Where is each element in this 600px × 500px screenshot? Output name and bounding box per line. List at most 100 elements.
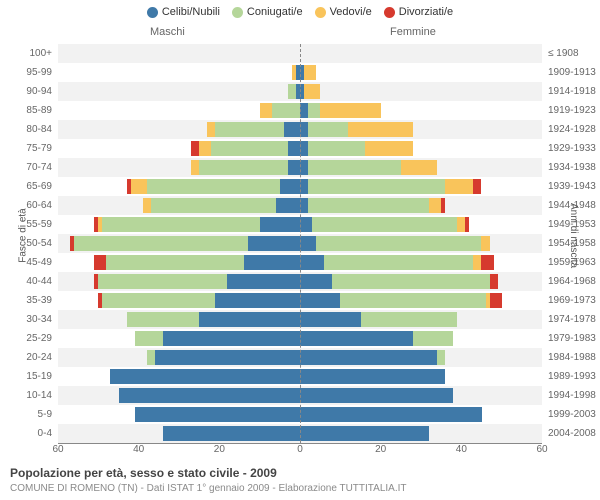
birth-year-label: 1974-1978	[548, 310, 596, 329]
birth-year-label: 1994-1998	[548, 386, 596, 405]
segment-vedovi	[320, 103, 381, 118]
female-bar	[300, 103, 381, 118]
birth-year-label: 2004-2008	[548, 424, 596, 443]
segment-divorz	[473, 179, 481, 194]
segment-celibi	[215, 293, 300, 308]
female-bar	[300, 122, 413, 137]
segment-coniugati	[106, 255, 243, 270]
age-group-label: 20-24	[0, 348, 52, 367]
birth-year-label: 1954-1958	[548, 234, 596, 253]
male-bar	[135, 407, 300, 422]
segment-divorz	[94, 255, 106, 270]
segment-celibi	[300, 122, 308, 137]
birth-year-label: 1934-1938	[548, 158, 596, 177]
segment-divorz	[481, 255, 493, 270]
birth-year-label: 1969-1973	[548, 291, 596, 310]
segment-coniugati	[199, 160, 288, 175]
legend-item: Vedovi/e	[315, 6, 372, 18]
male-bar	[94, 217, 300, 232]
segment-celibi	[300, 103, 308, 118]
segment-coniugati	[135, 331, 163, 346]
segment-celibi	[288, 160, 300, 175]
age-group-label: 10-14	[0, 386, 52, 405]
segment-celibi	[300, 160, 308, 175]
male-bar	[191, 141, 300, 156]
caption: Popolazione per età, sesso e stato civil…	[10, 466, 277, 480]
male-bar	[110, 369, 300, 384]
birth-year-label: 1909-1913	[548, 63, 596, 82]
segment-coniugati	[74, 236, 247, 251]
male-bar	[260, 103, 300, 118]
legend-dot	[147, 7, 158, 18]
segment-celibi	[300, 331, 413, 346]
segment-coniugati	[308, 141, 364, 156]
female-header: Femmine	[390, 26, 436, 38]
segment-celibi	[199, 312, 300, 327]
segment-coniugati	[147, 179, 280, 194]
segment-celibi	[300, 312, 361, 327]
age-group-label: 0-4	[0, 424, 52, 443]
segment-celibi	[300, 274, 332, 289]
x-tick: 40	[456, 444, 467, 455]
segment-coniugati	[147, 350, 155, 365]
segment-celibi	[300, 217, 312, 232]
segment-celibi	[300, 141, 308, 156]
segment-coniugati	[102, 217, 259, 232]
segment-celibi	[300, 388, 453, 403]
segment-celibi	[119, 388, 301, 403]
segment-coniugati	[437, 350, 445, 365]
segment-celibi	[276, 198, 300, 213]
age-group-label: 25-29	[0, 329, 52, 348]
segment-vedovi	[365, 141, 413, 156]
age-group-label: 35-39	[0, 291, 52, 310]
female-bar	[300, 255, 494, 270]
age-group-label: 55-59	[0, 215, 52, 234]
segment-coniugati	[272, 103, 300, 118]
birth-year-label: ≤ 1908	[548, 44, 579, 63]
x-axis: 6040200204060	[58, 444, 542, 460]
female-bar	[300, 274, 498, 289]
female-bar	[300, 198, 445, 213]
segment-coniugati	[211, 141, 288, 156]
female-bar	[300, 293, 502, 308]
age-group-label: 45-49	[0, 253, 52, 272]
age-group-label: 65-69	[0, 177, 52, 196]
segment-celibi	[300, 179, 308, 194]
legend-dot	[232, 7, 243, 18]
segment-vedovi	[143, 198, 151, 213]
segment-coniugati	[98, 274, 227, 289]
age-group-label: 95-99	[0, 63, 52, 82]
segment-celibi	[163, 426, 300, 441]
age-group-label: 75-79	[0, 139, 52, 158]
male-bar	[288, 84, 300, 99]
birth-year-label: 1939-1943	[548, 177, 596, 196]
x-tick: 20	[214, 444, 225, 455]
subcaption: COMUNE DI ROMENO (TN) - Dati ISTAT 1° ge…	[10, 483, 407, 494]
x-tick: 60	[536, 444, 547, 455]
segment-celibi	[300, 255, 324, 270]
legend-dot	[384, 7, 395, 18]
female-bar	[300, 84, 320, 99]
segment-celibi	[300, 236, 316, 251]
birth-year-label: 1949-1953	[548, 215, 596, 234]
segment-coniugati	[308, 103, 320, 118]
male-bar	[207, 122, 300, 137]
age-group-label: 70-74	[0, 158, 52, 177]
female-bar	[300, 160, 437, 175]
birth-year-label: 1929-1933	[548, 139, 596, 158]
segment-celibi	[288, 141, 300, 156]
segment-coniugati	[308, 122, 348, 137]
female-bar	[300, 407, 482, 422]
female-bar	[300, 312, 457, 327]
birth-year-label: 1959-1963	[548, 253, 596, 272]
segment-vedovi	[457, 217, 465, 232]
segment-coniugati	[288, 84, 296, 99]
segment-vedovi	[304, 65, 316, 80]
segment-vedovi	[304, 84, 320, 99]
x-tick: 40	[133, 444, 144, 455]
segment-vedovi	[131, 179, 147, 194]
segment-coniugati	[308, 160, 401, 175]
segment-celibi	[244, 255, 300, 270]
female-bar	[300, 331, 453, 346]
segment-divorz	[465, 217, 469, 232]
